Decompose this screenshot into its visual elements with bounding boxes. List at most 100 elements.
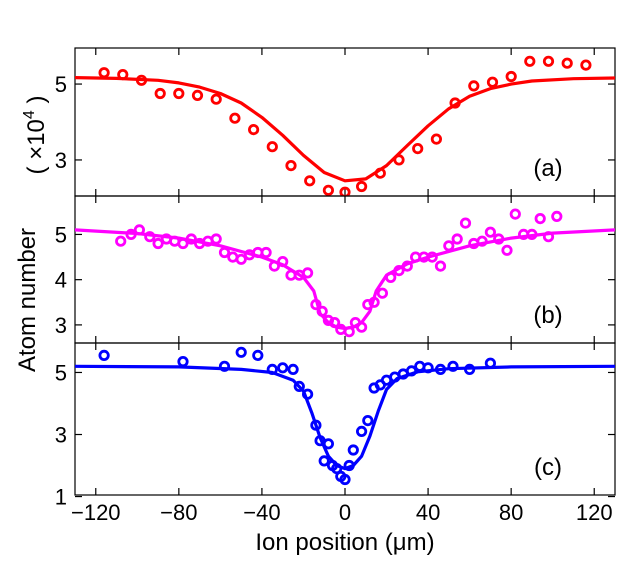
data-point [98, 349, 110, 361]
data-point [235, 346, 247, 358]
panel-b-data [75, 208, 615, 338]
panels: 3 5 (a) 3 4 5 (b) 1 3 5 (c) [55, 47, 616, 510]
y-tick-label: 5 [55, 72, 67, 97]
data-point [301, 388, 314, 400]
y-tick-label: 5 [55, 360, 67, 385]
data-point [185, 233, 197, 245]
data-point [405, 365, 418, 377]
data-point [218, 246, 231, 259]
x-tick-label: 40 [416, 500, 440, 525]
data-point [210, 93, 222, 105]
data-point [285, 160, 297, 172]
data-point [393, 264, 405, 277]
data-point [98, 67, 110, 79]
x-tick-label: 0 [339, 500, 351, 525]
data-point [393, 154, 405, 166]
data-point [434, 363, 447, 375]
x-axis-tick-labels: −120 −80 −40 0 40 80 120 [71, 500, 613, 525]
data-point [430, 133, 442, 145]
y-tick-label: 3 [55, 423, 67, 448]
data-point [412, 143, 424, 155]
x-tick-label: −80 [160, 500, 197, 525]
data-point [287, 363, 299, 375]
data-point [229, 112, 241, 124]
data-point [310, 298, 322, 311]
panel-c: 1 3 5 (c) [55, 342, 616, 510]
data-point [362, 414, 374, 427]
data-point [468, 80, 480, 92]
y-tick-label: 1 [55, 485, 67, 510]
data-point [542, 55, 555, 67]
data-point [561, 57, 573, 69]
panel-c-data [75, 346, 615, 486]
data-point [355, 321, 368, 333]
data-point [301, 267, 314, 279]
data-point [144, 231, 156, 243]
data-point [339, 473, 351, 486]
data-point [177, 355, 189, 368]
data-point [484, 357, 496, 369]
data-point [434, 260, 447, 272]
data-point [210, 233, 222, 245]
panel-a-data [75, 55, 615, 196]
panel-label: (b) [533, 302, 562, 329]
y-axis-unit: ( ×104 ) [21, 96, 50, 175]
x-tick-label: −120 [71, 500, 121, 525]
data-point [484, 226, 496, 238]
data-point [443, 240, 455, 252]
data-point [173, 87, 185, 100]
data-point [277, 255, 289, 268]
data-point [266, 363, 278, 375]
data-point [493, 233, 505, 245]
y-axis-unit-suffix: ) [23, 96, 50, 111]
data-point [293, 380, 305, 392]
y-axis-label-group: Atom number [14, 228, 41, 372]
y-axis-label: Atom number [14, 228, 41, 372]
data-point [526, 228, 538, 240]
data-point [459, 217, 472, 229]
y-tick-label: 5 [55, 222, 67, 247]
data-point [154, 87, 166, 100]
panel-a: 3 5 (a) [55, 47, 616, 197]
x-tick-label: −40 [243, 500, 280, 525]
data-point [368, 296, 380, 308]
data-point [509, 208, 521, 220]
data-point [266, 141, 278, 153]
data-point [339, 186, 351, 196]
data-point [501, 244, 513, 256]
data-point [355, 425, 368, 437]
data-point [318, 455, 330, 467]
data-point [316, 305, 328, 317]
data-point [135, 74, 148, 86]
y-tick-label: 3 [55, 148, 67, 173]
y-axis-unit-exponent: 4 [21, 110, 38, 119]
data-point [355, 180, 368, 193]
data-point [447, 360, 459, 372]
data-point [449, 97, 461, 109]
panel-label: (c) [534, 454, 562, 481]
data-point [252, 349, 264, 361]
data-point [463, 363, 476, 375]
data-point [177, 237, 189, 250]
data-point [248, 124, 260, 136]
data-point [125, 228, 137, 240]
y-tick-label: 4 [55, 268, 67, 293]
data-point [534, 213, 546, 225]
data-point [235, 253, 247, 265]
data-point [133, 224, 145, 236]
data-point [328, 316, 341, 329]
x-axis-label: Ion position (μm) [255, 529, 434, 556]
fit-curve [75, 76, 615, 183]
data-point [347, 444, 359, 456]
data-point [260, 246, 272, 259]
data-point [218, 360, 231, 372]
data-point [422, 362, 434, 374]
panel-label: (a) [533, 155, 562, 182]
data-point [115, 235, 127, 247]
data-point [304, 175, 316, 187]
data-point [376, 287, 388, 299]
x-tick-label: 80 [499, 500, 523, 525]
data-point [401, 260, 413, 272]
y-axis-unit-group: ( ×104 ) [21, 96, 50, 175]
